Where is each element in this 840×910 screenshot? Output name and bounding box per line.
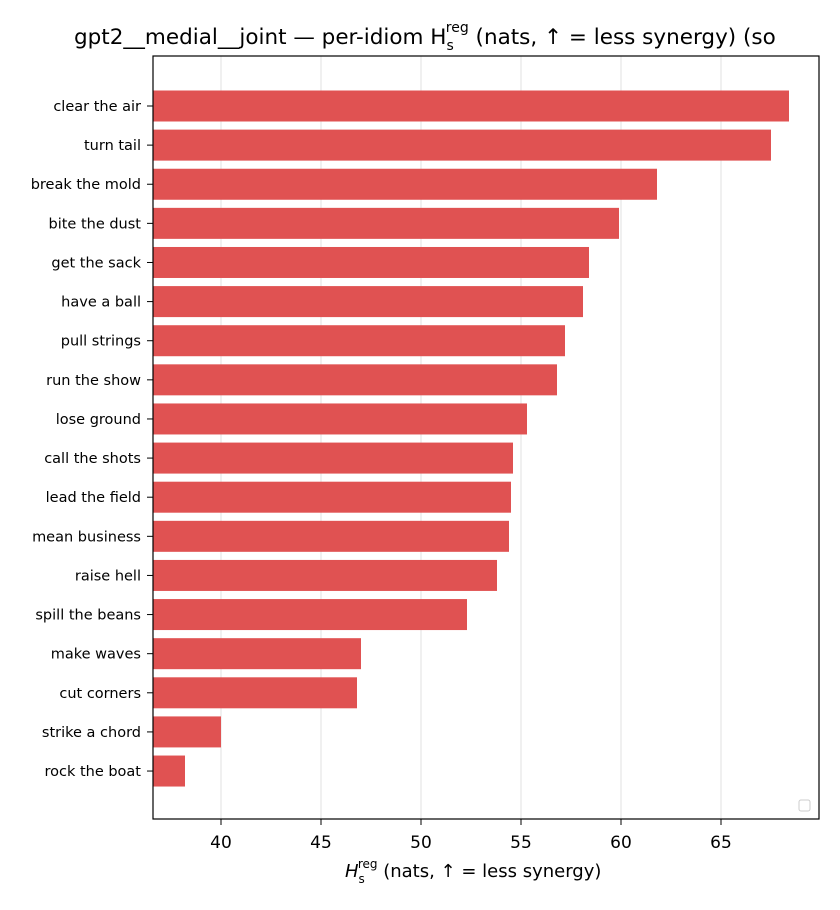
y-tick-label: bite the dust <box>49 216 142 232</box>
y-tick-label: cut corners <box>59 686 141 702</box>
y-tick-label: have a ball <box>61 295 141 311</box>
x-axis-label-main: H <box>345 861 359 882</box>
legend-box <box>798 799 811 812</box>
y-tick-label: pull strings <box>61 334 141 350</box>
y-tick-label: mean business <box>32 529 141 545</box>
chart-title-superscript: reg <box>446 20 469 36</box>
y-tick-label: clear the air <box>53 99 141 115</box>
chart-title-main: gpt2__medial__joint — per-idiom H <box>74 25 446 50</box>
bars <box>153 90 789 787</box>
bar <box>153 677 357 709</box>
chart-title: gpt2__medial__joint — per-idiom Hs reg (n… <box>74 20 776 54</box>
bar <box>153 286 583 318</box>
bar <box>153 520 509 552</box>
y-tick-label: run the show <box>46 373 141 389</box>
bar <box>153 325 565 357</box>
y-tick-label: raise hell <box>75 568 141 584</box>
bar <box>153 168 657 200</box>
y-tick-label: lead the field <box>46 490 141 506</box>
y-tick-label: break the mold <box>31 177 141 193</box>
y-tick-label: turn tail <box>84 138 141 154</box>
y-tick-label: make waves <box>51 647 141 663</box>
chart-title-subscript: s <box>446 38 453 54</box>
bar <box>153 90 789 122</box>
x-axis-label-subscript: s <box>359 872 365 886</box>
x-axis-label-rest: (nats, ↑ = less synergy) <box>377 861 601 882</box>
bar <box>153 207 619 239</box>
y-tick-label: strike a chord <box>42 725 141 741</box>
bar <box>153 403 527 435</box>
y-tick-label: lose ground <box>56 412 141 428</box>
x-axis-ticks: 40 45 50 55 60 65 <box>210 819 732 853</box>
bar <box>153 364 557 396</box>
x-tick-label: 60 <box>610 833 632 853</box>
x-axis-label: Hsreg (nats, ↑ = less synergy) <box>345 857 601 886</box>
y-tick-label: rock the boat <box>44 764 141 780</box>
x-tick-label: 40 <box>210 833 232 853</box>
plot-frame <box>152 55 820 820</box>
x-tick-label: 45 <box>310 833 332 853</box>
bar <box>153 599 467 631</box>
y-tick-label: spill the beans <box>35 608 141 624</box>
bar <box>153 716 221 748</box>
x-tick-label: 55 <box>510 833 532 853</box>
bar <box>153 481 511 513</box>
x-tick-label: 50 <box>410 833 432 853</box>
bar <box>153 638 361 670</box>
bar <box>153 559 497 591</box>
bar <box>153 755 185 787</box>
y-tick-label: get the sack <box>51 255 141 271</box>
bar <box>153 129 771 161</box>
bar <box>153 442 513 474</box>
y-tick-label: call the shots <box>44 451 141 467</box>
x-tick-label: 65 <box>710 833 732 853</box>
chart-title-rest: (nats, ↑ = less synergy) (so <box>469 25 776 50</box>
bar <box>153 246 589 278</box>
x-axis-label-superscript: reg <box>358 857 378 871</box>
y-axis-ticks: clear the air turn tail break the mold bite… <box>31 99 153 780</box>
